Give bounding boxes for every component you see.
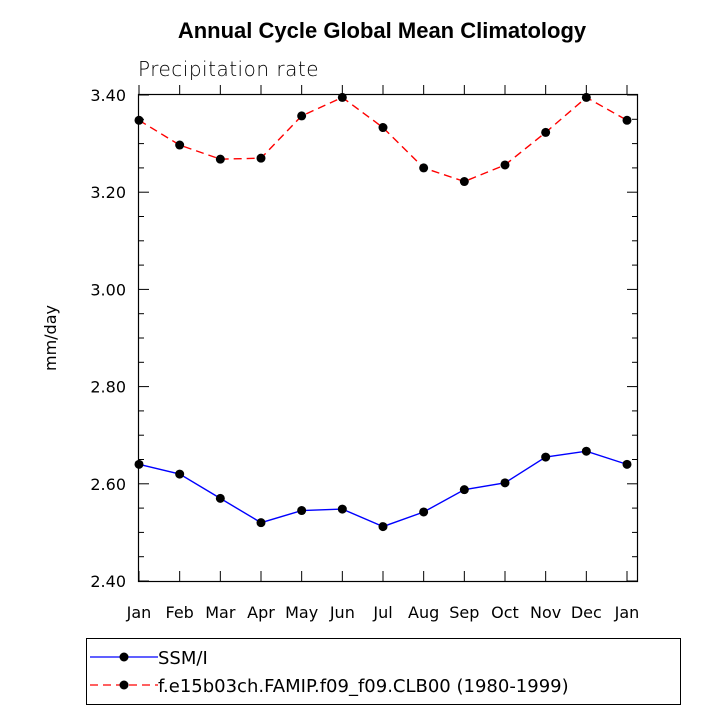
y-tick-label: 3.00	[90, 280, 126, 299]
legend-label-model: f.e15b03ch.FAMIP.f09_f09.CLB00 (1980-199…	[158, 676, 569, 697]
plot-frame	[137, 93, 639, 583]
legend-box	[86, 638, 681, 705]
x-tick-label: May	[285, 603, 318, 622]
x-tick-label: Jan	[614, 603, 640, 622]
y-tick-label: 3.40	[90, 86, 126, 105]
series-line-1	[138, 96, 628, 183]
y-tick-label: 2.40	[90, 572, 126, 591]
x-tick-label: Mar	[205, 603, 236, 622]
series-1-point	[215, 154, 225, 164]
series-1-point	[337, 92, 347, 102]
y-tick-label: 2.60	[90, 475, 126, 494]
series-1-point	[500, 160, 510, 170]
y-axis-label: mm/day	[41, 305, 60, 371]
series-1-point	[134, 115, 144, 125]
series-1-point	[175, 140, 185, 150]
y-tick-label: 2.80	[90, 378, 126, 397]
series-1-point	[581, 92, 591, 102]
series-1-point	[378, 123, 388, 133]
series-1-point	[622, 115, 632, 125]
series-1-point	[297, 111, 307, 121]
y-tick-label: 3.20	[90, 183, 126, 202]
x-tick-label: Nov	[530, 603, 561, 622]
legend: SSM/I f.e15b03ch.FAMIP.f09_f09.CLB00 (19…	[86, 638, 681, 705]
series-0-point	[581, 446, 591, 456]
series-0-point	[256, 518, 266, 528]
series-1-point	[541, 127, 551, 137]
x-tick-label: Feb	[166, 603, 194, 622]
x-tick-label: Aug	[408, 603, 439, 622]
chart-title: Annual Cycle Global Mean Climatology	[178, 18, 587, 43]
legend-marker-model	[119, 680, 129, 690]
series-0-point	[500, 478, 510, 488]
series-1-point	[419, 163, 429, 173]
x-tick-label: Jun	[329, 603, 355, 622]
legend-marker-ssmi	[119, 652, 129, 662]
series-0-point	[175, 469, 185, 479]
series-line-0	[138, 450, 628, 528]
series-1-point	[256, 153, 266, 163]
x-tick-label: Sep	[449, 603, 479, 622]
x-tick-label: Apr	[247, 603, 275, 622]
x-tick-label: Dec	[571, 603, 602, 622]
x-tick-label: Jan	[126, 603, 152, 622]
series-0-point	[297, 506, 307, 516]
x-tick-label: Oct	[491, 603, 519, 622]
chart-subtitle: Precipitation rate	[138, 57, 319, 81]
x-tick-label: Jul	[372, 603, 392, 622]
legend-label-ssmi: SSM/I	[158, 648, 208, 669]
series-0-point	[378, 522, 388, 532]
series-1-point	[459, 177, 469, 187]
series-0-point	[459, 485, 469, 495]
axis-ticks: Jan Feb Mar Apr May Jun Jul Aug Sep Oct Nov Dec Jan2…	[90, 85, 639, 622]
series-0-point	[215, 493, 225, 503]
series-0-point	[541, 452, 551, 462]
series-0-point	[622, 459, 632, 469]
series-0-point	[419, 507, 429, 517]
series-0-point	[337, 504, 347, 514]
series-layer	[134, 92, 632, 532]
series-0-point	[134, 459, 144, 469]
